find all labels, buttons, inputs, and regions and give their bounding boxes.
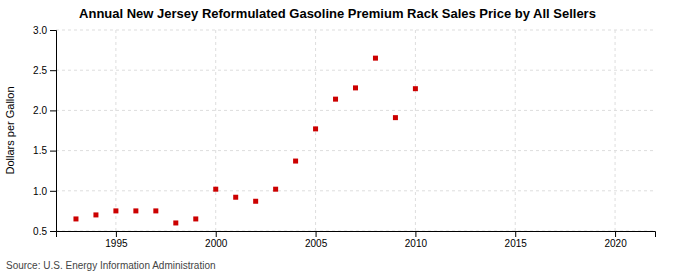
grid-line-y (56, 30, 655, 31)
point (333, 97, 338, 102)
point (233, 195, 238, 200)
y-axis-title: Dollars per Gallon (4, 86, 16, 174)
point (213, 187, 218, 192)
y-tick-label: 2.0 (33, 105, 47, 116)
point (293, 159, 298, 164)
point (93, 212, 98, 217)
grid (56, 30, 655, 231)
y-tick-mark (50, 231, 56, 232)
x-tick-label: 2015 (505, 238, 528, 249)
grid-line-y (56, 190, 655, 191)
x-tick: 2010 (405, 231, 428, 249)
point (393, 115, 398, 120)
y-tick: 1.0 (33, 186, 56, 197)
x-tick-mark (615, 231, 616, 237)
point (133, 208, 138, 213)
point (253, 199, 258, 204)
y-axis-line (50, 31, 57, 232)
point (113, 208, 118, 213)
y-tick-label: 3.0 (33, 25, 47, 36)
y-tick-mark (50, 151, 56, 152)
point (193, 216, 198, 221)
source: Source: U.S. Energy Information Administ… (6, 260, 216, 271)
grid-line-x (215, 30, 216, 231)
y-tick-mark (50, 191, 56, 192)
point (173, 220, 178, 225)
y-tick: 0.5 (33, 226, 56, 237)
x-tick: 2020 (604, 231, 627, 249)
x-tick-label: 2000 (205, 238, 228, 249)
x-axis: 1995 2000 2005 2010 2015 2020 (57, 231, 656, 249)
x-tick-label: 2020 (604, 238, 627, 249)
points (73, 56, 417, 226)
grid-line-y (56, 70, 655, 71)
point (73, 216, 78, 221)
point (373, 56, 378, 61)
x-tick: 2015 (505, 231, 528, 249)
x-tick-mark (216, 231, 217, 237)
y-tick-label: 2.5 (33, 65, 47, 76)
title: Annual New Jersey Reformulated Gasoline … (79, 6, 596, 21)
grid-line-x (615, 30, 616, 231)
x-tick-label: 2005 (305, 238, 328, 249)
chart: 1995 2000 2005 2010 2015 2020 0.5 1.0 1.5 2.0 2.5 3… (0, 0, 675, 275)
x-tick-label: 2010 (405, 238, 428, 249)
point (153, 208, 158, 213)
y-tick-mark (50, 70, 56, 71)
y-tick-mark (50, 30, 56, 31)
x-tick: 1995 (105, 231, 128, 249)
y-tick: 3.0 (33, 25, 56, 36)
x-tick-mark (515, 231, 516, 237)
x-tick-mark (116, 231, 117, 237)
y-tick: 2.0 (33, 105, 56, 116)
y-tick: 1.5 (33, 145, 56, 156)
x-tick: 2005 (305, 231, 328, 249)
point (413, 86, 418, 91)
grid-line-x (515, 30, 516, 231)
y-tick-label: 0.5 (33, 226, 47, 237)
x-tick-label: 1995 (105, 238, 128, 249)
y-axis: 0.5 1.0 1.5 2.0 2.5 3.0 (33, 25, 56, 237)
x-tick: 2000 (205, 231, 228, 249)
x-tick-mark (316, 231, 317, 237)
y-tick: 2.5 (33, 65, 56, 76)
x-axis-line (57, 232, 656, 238)
x-tick-mark (415, 231, 416, 237)
point (273, 187, 278, 192)
point (353, 85, 358, 90)
y-tick-mark (50, 110, 56, 111)
plot: 1995 2000 2005 2010 2015 2020 0.5 1.0 1.5 2.0 2.5 3… (33, 25, 655, 249)
grid-line-x (115, 30, 116, 231)
grid-line-y (56, 150, 655, 151)
grid-line-y (56, 110, 655, 111)
point (313, 126, 318, 131)
y-tick-label: 1.5 (33, 145, 47, 156)
grid-line-x (415, 30, 416, 231)
y-tick-label: 1.0 (33, 186, 47, 197)
